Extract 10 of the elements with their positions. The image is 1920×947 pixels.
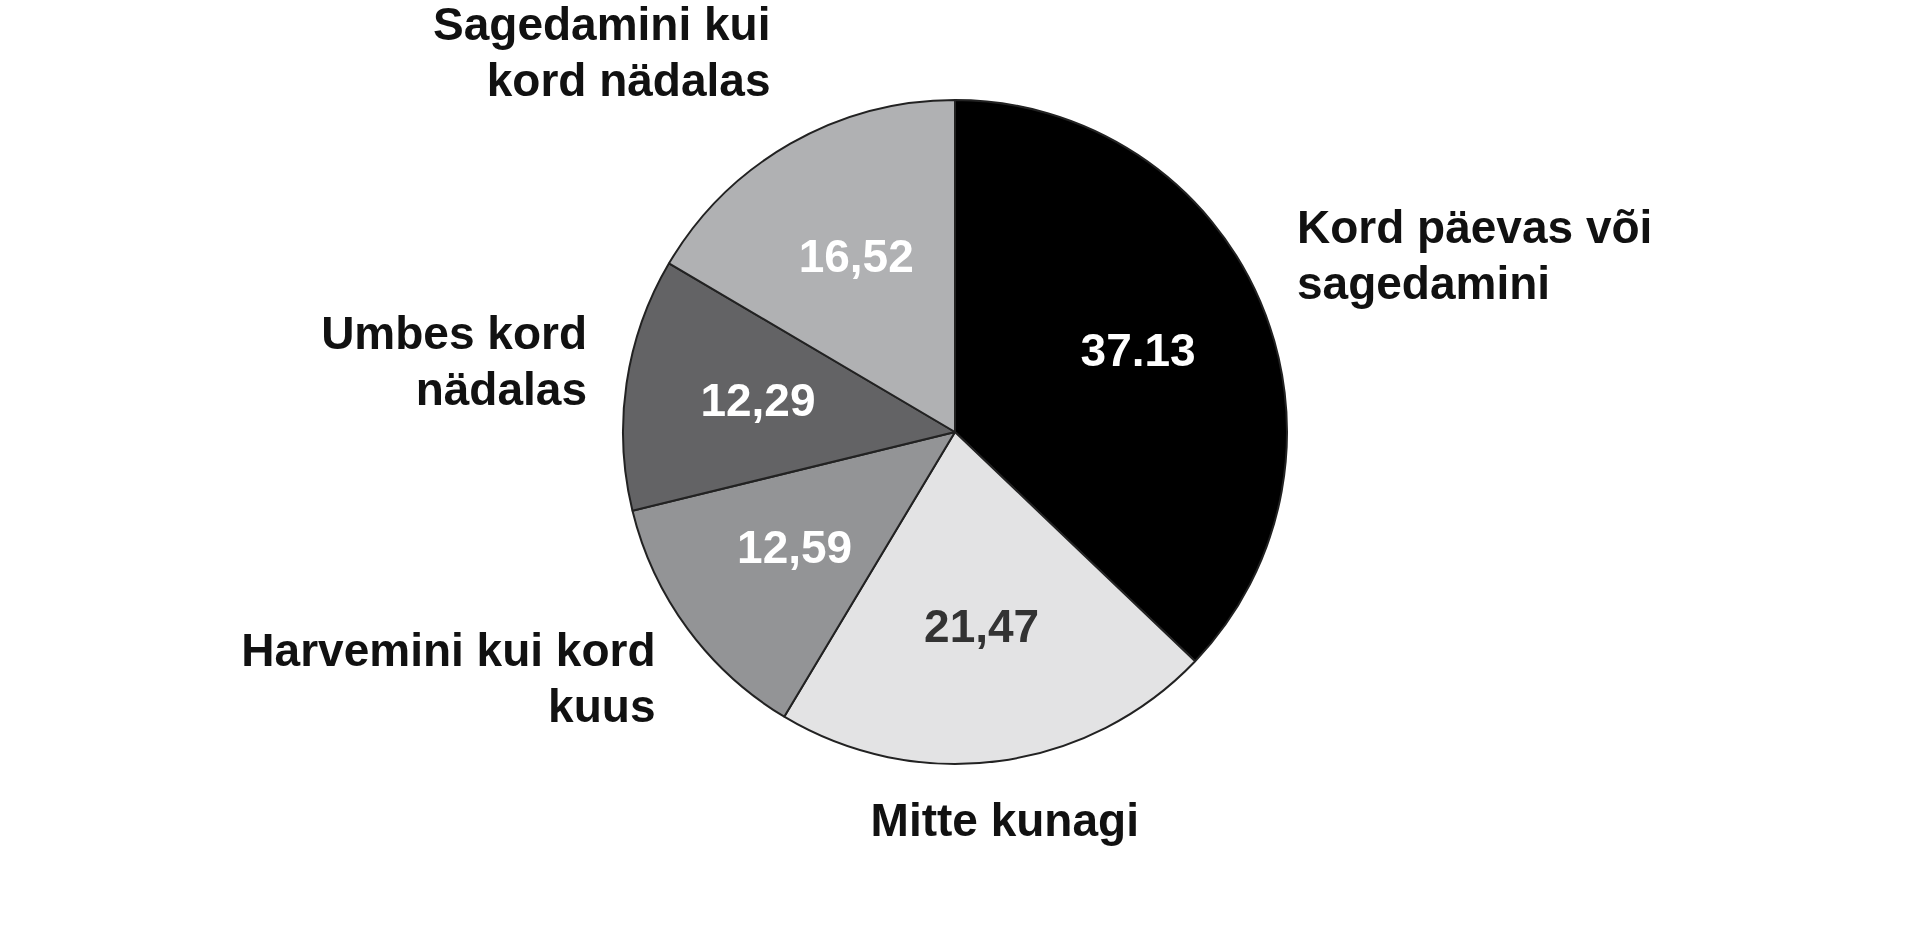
slice-label: Umbes kord nädalas xyxy=(321,307,587,416)
data-label: 37.13 xyxy=(1080,324,1196,377)
slice-label: Mitte kunagi xyxy=(870,794,1139,847)
slice-label: Sagedamini kui kord nädalas xyxy=(433,0,771,107)
data-label: 12,59 xyxy=(737,520,853,573)
data-label: 16,52 xyxy=(798,229,914,282)
data-label: 21,47 xyxy=(924,600,1040,653)
slice-label: Harvemini kui kord kuus xyxy=(241,623,656,732)
slice-label: Kord päevas või sagedamini xyxy=(1297,201,1653,310)
data-label: 12,29 xyxy=(700,373,816,426)
